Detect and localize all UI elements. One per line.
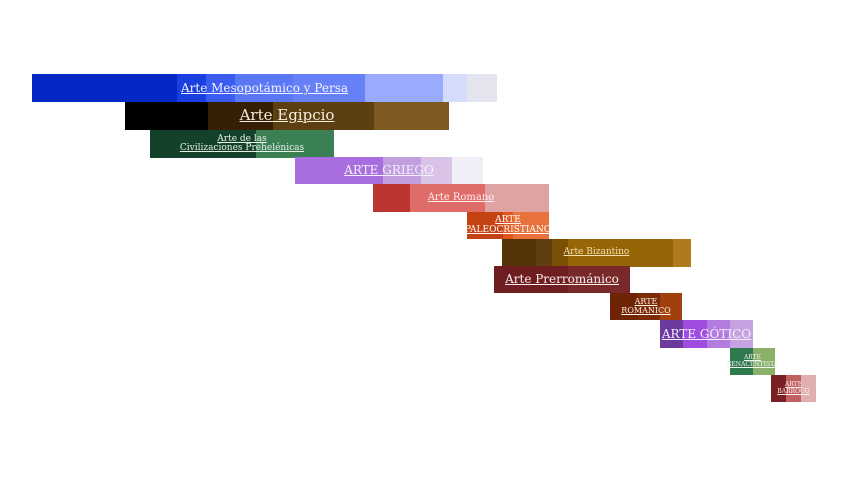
period-segment bbox=[494, 266, 568, 293]
period-segment bbox=[730, 348, 753, 375]
period-segment bbox=[568, 266, 630, 293]
period-bar[interactable]: ARTE GÓTICO bbox=[660, 320, 753, 348]
period-segment bbox=[536, 239, 552, 267]
period-segment bbox=[610, 293, 638, 320]
period-segment bbox=[410, 184, 485, 212]
period-bar[interactable]: Arte Egipcio bbox=[125, 102, 449, 130]
period-segment bbox=[365, 74, 443, 102]
period-segment bbox=[660, 320, 683, 348]
period-segment bbox=[293, 74, 365, 102]
period-bar[interactable]: ARTE PALEOCRISTIANO bbox=[464, 212, 552, 239]
period-segment bbox=[552, 239, 568, 267]
period-segment bbox=[235, 74, 293, 102]
period-segment bbox=[707, 320, 730, 348]
period-segment bbox=[467, 74, 497, 102]
period-segment bbox=[32, 74, 177, 102]
period-segment bbox=[503, 212, 513, 239]
period-link[interactable]: ARTE GÓTICO bbox=[661, 326, 752, 341]
period-segment bbox=[801, 375, 816, 402]
period-bar[interactable]: ARTE RENACENTISTA bbox=[726, 348, 779, 375]
period-segment bbox=[125, 102, 208, 130]
period-link[interactable]: ARTE RENACENTISTA bbox=[726, 354, 779, 368]
period-segment bbox=[485, 184, 549, 212]
period-segment bbox=[373, 184, 410, 212]
period-segment bbox=[208, 102, 273, 130]
period-segment bbox=[683, 320, 707, 348]
period-segment bbox=[256, 130, 334, 158]
period-link[interactable]: Arte Romano bbox=[427, 191, 495, 203]
period-segment bbox=[273, 102, 374, 130]
period-segment bbox=[206, 74, 235, 102]
period-link[interactable]: ARTE ROMÁNICO bbox=[621, 297, 671, 315]
period-link[interactable]: Arte de las Civilizaciones Prehelénicas bbox=[179, 133, 305, 153]
period-segment bbox=[638, 293, 660, 320]
period-bar[interactable]: ARTE BARROCO bbox=[771, 375, 816, 402]
period-link[interactable]: ARTE PALEOCRISTIANO bbox=[464, 215, 552, 235]
period-segment bbox=[673, 239, 691, 267]
period-segment bbox=[660, 293, 682, 320]
period-segment bbox=[786, 375, 801, 402]
period-link[interactable]: Arte Bizantino bbox=[563, 247, 630, 258]
period-segment bbox=[753, 348, 775, 375]
period-segment bbox=[452, 157, 483, 184]
period-bar[interactable]: Arte Mesopotámico y Persa bbox=[32, 74, 497, 102]
period-segment bbox=[374, 102, 449, 130]
period-segment bbox=[730, 320, 753, 348]
period-segment bbox=[383, 157, 421, 184]
period-bar[interactable]: Arte de las Civilizaciones Prehelénicas bbox=[150, 130, 334, 158]
period-segment bbox=[467, 212, 503, 239]
period-segment bbox=[177, 74, 206, 102]
period-segment bbox=[295, 157, 383, 184]
period-link[interactable]: Arte Mesopotámico y Persa bbox=[180, 80, 349, 95]
period-segment bbox=[443, 74, 467, 102]
period-segment bbox=[421, 157, 452, 184]
period-segment bbox=[502, 239, 536, 267]
period-bar[interactable]: ARTE GRIEGO bbox=[295, 157, 483, 184]
period-segment bbox=[568, 239, 673, 267]
period-bar[interactable]: Arte Prerrománico bbox=[494, 266, 630, 293]
period-segment bbox=[771, 375, 786, 402]
period-link[interactable]: Arte Egipcio bbox=[239, 106, 335, 125]
period-bar[interactable]: Arte Romano bbox=[373, 184, 549, 212]
period-segment bbox=[513, 212, 549, 239]
period-bar[interactable]: Arte Bizantino bbox=[502, 239, 691, 267]
period-link[interactable]: ARTE BARROCO bbox=[777, 381, 810, 395]
period-link[interactable]: ARTE GRIEGO bbox=[344, 163, 434, 178]
period-link[interactable]: Arte Prerrománico bbox=[505, 272, 619, 287]
period-bar[interactable]: ARTE ROMÁNICO bbox=[610, 293, 682, 320]
period-segment bbox=[150, 130, 256, 158]
